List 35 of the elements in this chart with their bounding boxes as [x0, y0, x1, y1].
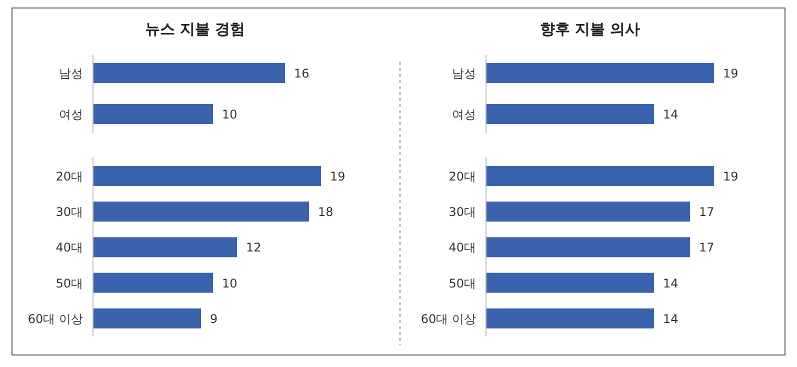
data-label: 19 [723, 170, 738, 184]
data-label: 10 [222, 108, 238, 122]
y-tick-label: 30대 [56, 205, 83, 220]
chart-title: 향후 지불 의사 [540, 20, 640, 38]
y-tick-label: 여성 [452, 108, 476, 122]
data-label: 17 [699, 240, 714, 255]
data-label: 12 [246, 240, 262, 255]
y-tick-label: 60대 이상 [28, 312, 83, 326]
y-tick-label: 50대 [56, 276, 83, 290]
bar [93, 272, 213, 293]
y-tick-label: 30대 [448, 205, 476, 220]
data-label: 19 [723, 66, 738, 80]
y-tick-label: 60대 이상 [420, 312, 476, 326]
y-tick-label: 남성 [59, 66, 83, 80]
bar [93, 308, 201, 328]
y-tick-label: 20대 [448, 170, 476, 184]
y-tick-label: 40대 [448, 240, 476, 255]
y-tick-label: 50대 [448, 276, 476, 290]
y-tick-label: 20대 [56, 170, 83, 184]
data-label: 14 [663, 108, 678, 122]
data-label: 18 [318, 205, 334, 220]
bar [93, 166, 321, 186]
data-label: 19 [330, 170, 346, 184]
bar [93, 202, 309, 222]
bar [93, 237, 237, 258]
y-tick-label: 40대 [56, 240, 83, 255]
y-tick-label: 여성 [59, 108, 83, 122]
data-label: 16 [294, 66, 310, 80]
y-tick-label: 남성 [452, 66, 476, 80]
data-label: 14 [663, 276, 678, 290]
data-label: 17 [699, 205, 714, 220]
data-label: 14 [663, 312, 678, 326]
chart-title: 뉴스 지불 경험 [144, 20, 246, 38]
data-label: 9 [210, 312, 218, 326]
data-label: 10 [222, 276, 238, 290]
